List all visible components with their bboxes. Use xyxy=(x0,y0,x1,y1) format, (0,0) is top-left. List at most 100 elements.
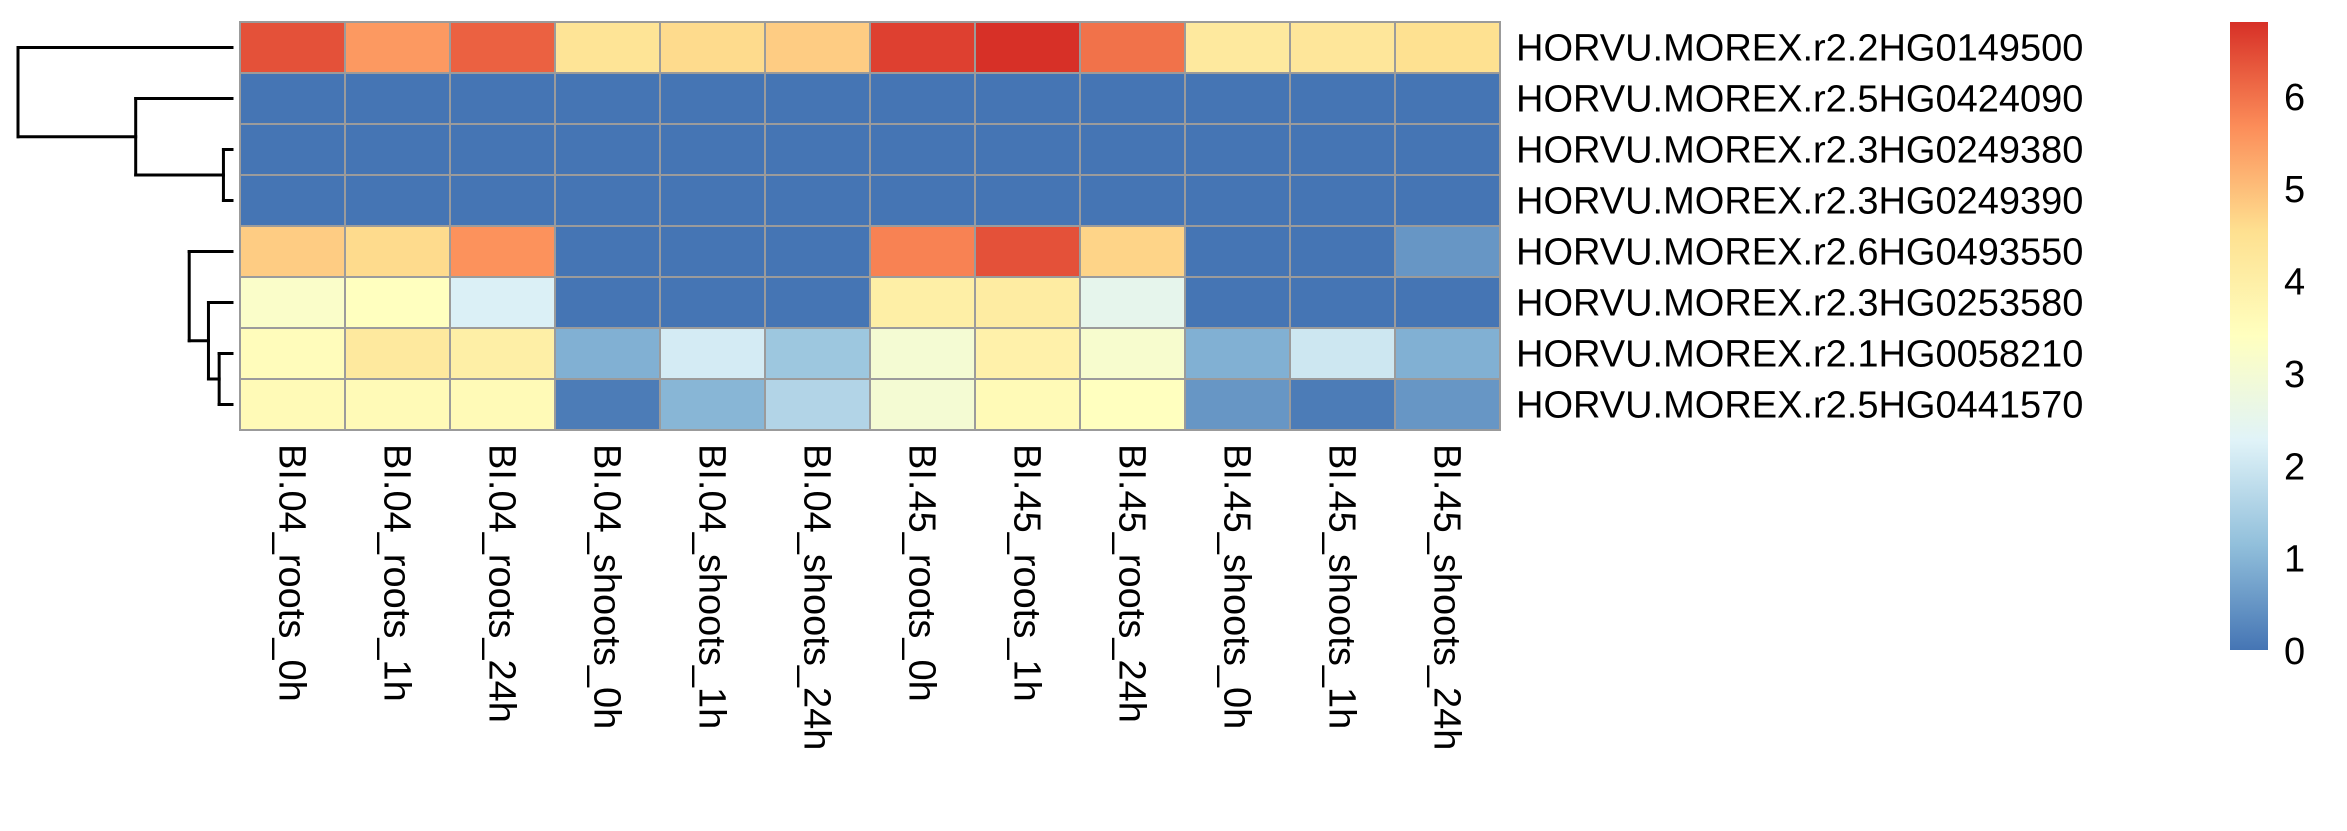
colorbar-tick-label: 5 xyxy=(2284,169,2305,211)
heatmap-cell xyxy=(974,225,1081,278)
column-label: BI.45_roots_1h xyxy=(1006,444,1048,702)
column-label: BI.45_roots_24h xyxy=(1111,444,1153,723)
heatmap-cell xyxy=(764,378,871,431)
heatmap-cell xyxy=(1184,123,1291,176)
heatmap-cell xyxy=(1184,72,1291,125)
colorbar-tick-label: 4 xyxy=(2284,262,2305,304)
heatmap-cell xyxy=(659,327,766,380)
heatmap-cell xyxy=(554,72,661,125)
colorbar-tick-label: 6 xyxy=(2284,77,2305,119)
heatmap-cell xyxy=(764,21,871,74)
heatmap-cell xyxy=(659,123,766,176)
heatmap-cell xyxy=(239,174,346,227)
heatmap-cell xyxy=(764,276,871,329)
heatmap-cell xyxy=(764,72,871,125)
heatmap-cell xyxy=(1394,123,1501,176)
heatmap-cell xyxy=(554,276,661,329)
heatmap-cell xyxy=(869,327,976,380)
row-dendrogram xyxy=(16,46,234,406)
column-label: BI.45_shoots_24h xyxy=(1426,444,1468,750)
heatmap-cell xyxy=(239,378,346,431)
heatmap-cell xyxy=(974,21,1081,74)
heatmap-cell xyxy=(1289,123,1396,176)
heatmap-cell xyxy=(449,174,556,227)
heatmap-cell xyxy=(239,327,346,380)
heatmap-cell xyxy=(449,378,556,431)
column-label: BI.04_shoots_24h xyxy=(796,444,838,750)
heatmap-cell xyxy=(1079,123,1186,176)
color-legend: 0 1 2 3 4 5 6 xyxy=(2230,22,2305,673)
column-label: BI.04_shoots_1h xyxy=(691,444,733,729)
heatmap-cell xyxy=(239,72,346,125)
heatmap-cell xyxy=(659,276,766,329)
heatmap-cell xyxy=(1394,276,1501,329)
heatmap-cell xyxy=(344,276,451,329)
heatmap-cell xyxy=(1289,174,1396,227)
heatmap-cell xyxy=(1394,174,1501,227)
heatmap-cells xyxy=(239,21,1501,431)
heatmap-cell xyxy=(1394,21,1501,74)
colorbar-tick-label: 2 xyxy=(2284,446,2305,488)
heatmap-cell xyxy=(1079,21,1186,74)
heatmap-cell xyxy=(344,174,451,227)
column-label: BI.45_shoots_1h xyxy=(1321,444,1363,729)
heatmap-cell xyxy=(449,225,556,278)
heatmap-cell xyxy=(239,21,346,74)
heatmap-cell xyxy=(1184,225,1291,278)
heatmap-cell xyxy=(1394,327,1501,380)
heatmap-cell xyxy=(1184,378,1291,431)
row-label: HORVU.MOREX.r2.2HG0149500 xyxy=(1516,28,2083,70)
heatmap-cell xyxy=(1289,378,1396,431)
heatmap-cell xyxy=(1079,276,1186,329)
heatmap-cell xyxy=(344,327,451,380)
heatmap-cell xyxy=(1184,174,1291,227)
heatmap-cell xyxy=(869,174,976,227)
colorbar-tick-label: 0 xyxy=(2284,631,2305,673)
heatmap-cell xyxy=(659,72,766,125)
heatmap-cell xyxy=(449,327,556,380)
heatmap-cell xyxy=(449,21,556,74)
column-label: BI.04_roots_0h xyxy=(271,444,313,702)
heatmap-cell xyxy=(1079,225,1186,278)
heatmap-cell xyxy=(1394,378,1501,431)
heatmap-cell xyxy=(554,174,661,227)
column-labels: BI.04_roots_0h BI.04_roots_1h BI.04_roots_… xyxy=(271,444,1468,750)
heatmap-cell xyxy=(764,174,871,227)
row-label: HORVU.MOREX.r2.3HG0253580 xyxy=(1516,283,2083,325)
column-label: BI.45_roots_0h xyxy=(901,444,943,702)
heatmap-cell xyxy=(554,225,661,278)
heatmap-cell xyxy=(344,72,451,125)
heatmap-cell xyxy=(1394,225,1501,278)
heatmap-cell xyxy=(1079,72,1186,125)
row-label: HORVU.MOREX.r2.1HG0058210 xyxy=(1516,334,2083,376)
heatmap-cell xyxy=(1079,378,1186,431)
heatmap-cell xyxy=(1289,327,1396,380)
row-label: HORVU.MOREX.r2.3HG0249380 xyxy=(1516,130,2083,172)
colorbar xyxy=(2230,22,2268,650)
heatmap-cell xyxy=(449,276,556,329)
heatmap-cell xyxy=(1289,225,1396,278)
heatmap-cell xyxy=(869,378,976,431)
heatmap-cell xyxy=(239,276,346,329)
row-label: HORVU.MOREX.r2.6HG0493550 xyxy=(1516,232,2083,274)
heatmap-cell xyxy=(554,123,661,176)
heatmap-cell xyxy=(554,327,661,380)
heatmap-cell xyxy=(344,378,451,431)
column-label: BI.04_roots_1h xyxy=(376,444,418,702)
heatmap-cell xyxy=(974,327,1081,380)
heatmap-cell xyxy=(554,21,661,74)
heatmap-cell xyxy=(344,123,451,176)
row-labels: HORVU.MOREX.r2.2HG0149500 HORVU.MOREX.r2.… xyxy=(1516,28,2083,427)
heatmap-cell xyxy=(1394,72,1501,125)
row-label: HORVU.MOREX.r2.3HG0249390 xyxy=(1516,181,2083,223)
heatmap-cell xyxy=(449,72,556,125)
heatmap-cell xyxy=(1289,276,1396,329)
heatmap-cell xyxy=(659,378,766,431)
heatmap-cell xyxy=(239,123,346,176)
heatmap-cell xyxy=(344,21,451,74)
row-label: HORVU.MOREX.r2.5HG0441570 xyxy=(1516,385,2083,427)
column-label: BI.45_shoots_0h xyxy=(1216,444,1258,729)
heatmap-cell xyxy=(1184,327,1291,380)
column-label: BI.04_roots_24h xyxy=(481,444,523,723)
